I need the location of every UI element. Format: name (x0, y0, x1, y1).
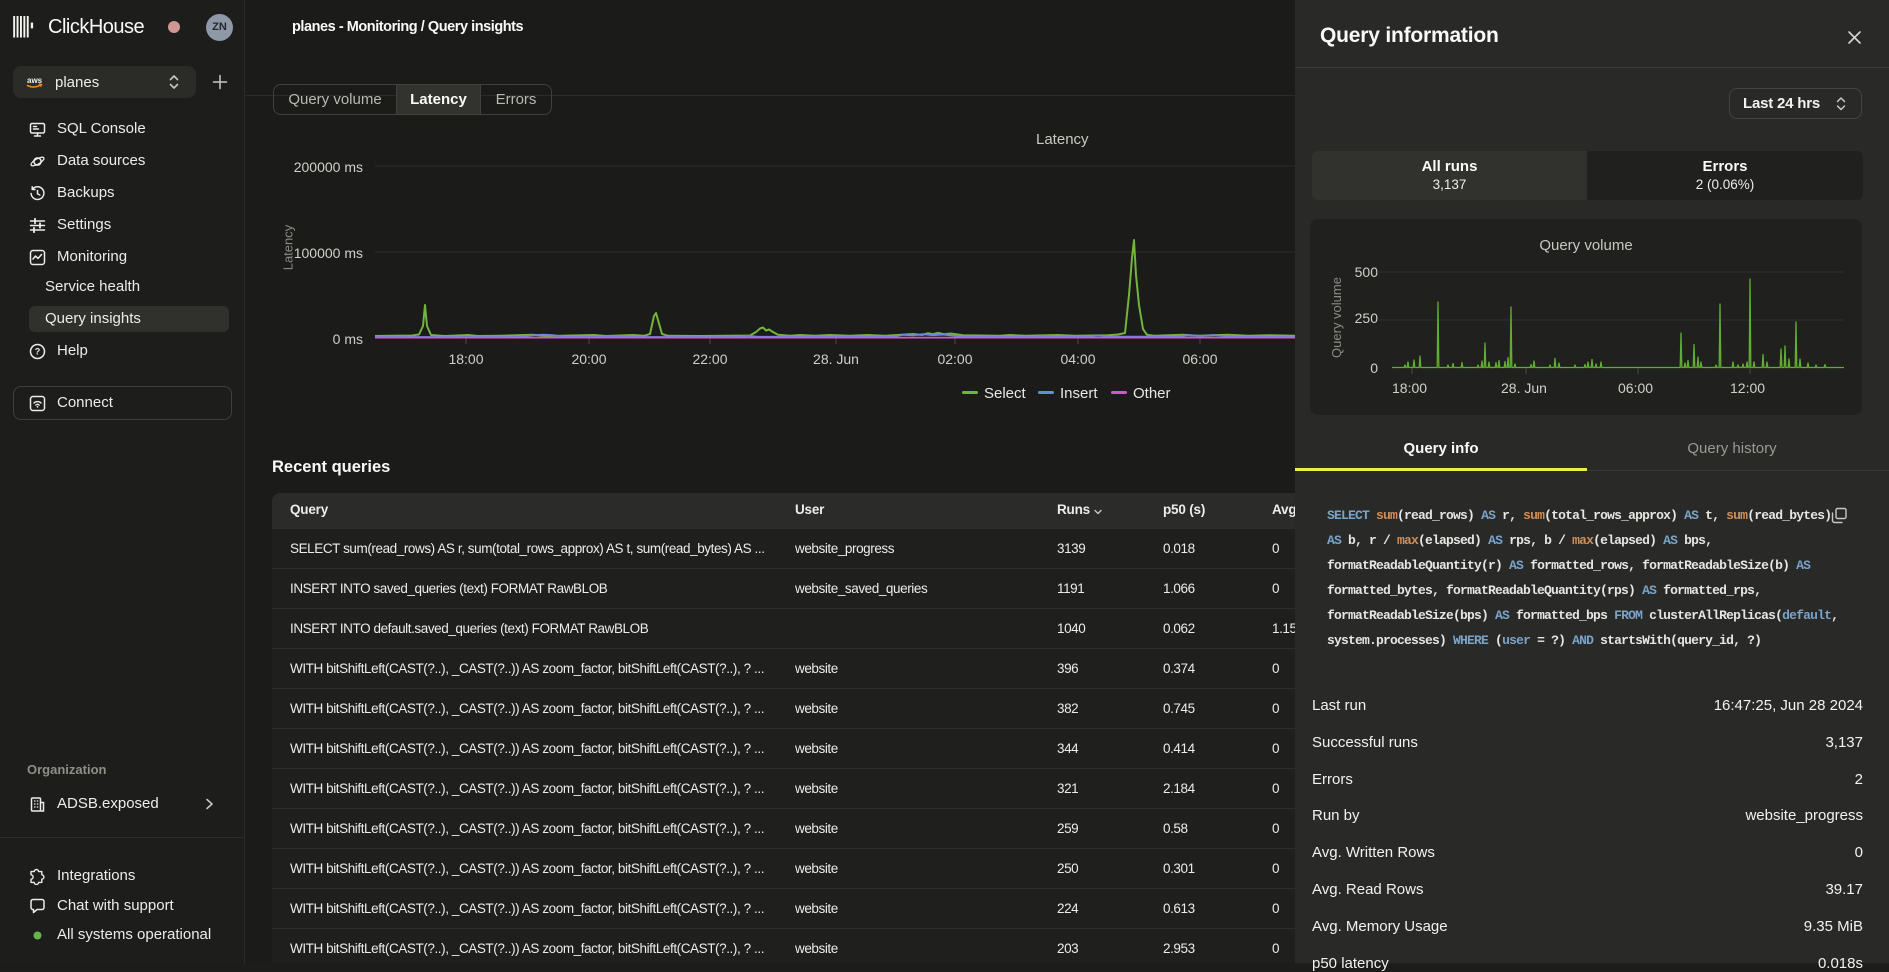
svg-text:?: ? (35, 346, 41, 356)
svg-text:aws: aws (27, 76, 43, 85)
